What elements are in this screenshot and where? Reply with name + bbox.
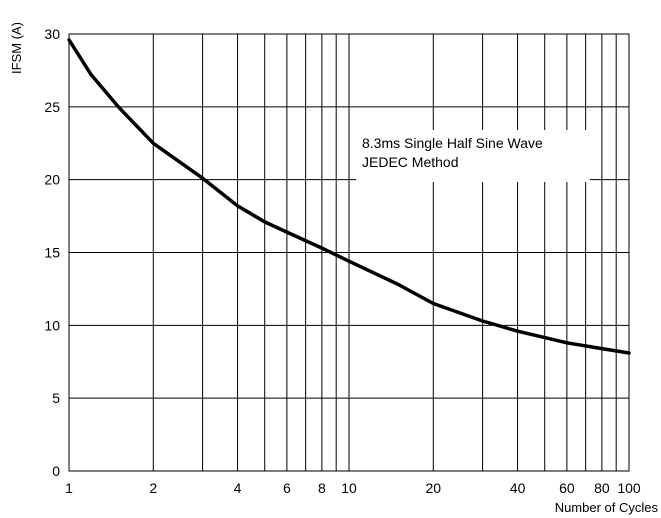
x-tick-labels: 1 2 4 6 8 10 20 40 60 80 100 (65, 480, 641, 496)
annotation-box: 8.3ms Single Half Sine Wave JEDEC Method (356, 130, 590, 182)
x-tick-label: 100 (617, 480, 641, 496)
y-axis-label: IFSM (A) (9, 22, 24, 74)
x-tick-label: 2 (149, 480, 157, 496)
x-tick-label: 6 (283, 480, 291, 496)
x-tick-label: 40 (510, 480, 526, 496)
x-tick-label: 1 (65, 480, 73, 496)
x-tick-label: 4 (234, 480, 242, 496)
y-tick-label: 30 (44, 26, 60, 42)
y-tick-labels: 0 5 10 15 20 25 30 (44, 26, 60, 479)
y-tick-label: 15 (44, 245, 60, 261)
x-tick-label: 60 (559, 480, 575, 496)
y-tick-label: 10 (44, 317, 60, 333)
series-layer (67, 38, 631, 355)
x-tick-label: 80 (594, 480, 610, 496)
x-tick-label: 20 (425, 480, 441, 496)
series-line-1 (67, 38, 631, 355)
annotation-line-2: JEDEC Method (362, 154, 458, 170)
y-tick-label: 0 (52, 463, 60, 479)
plot-frame (68, 33, 630, 472)
x-axis-label: Number of Cycles (555, 500, 659, 515)
gridlines (69, 34, 629, 471)
x-tick-label: 10 (341, 480, 357, 496)
y-tick-label: 25 (44, 99, 60, 115)
annotation-line-1: 8.3ms Single Half Sine Wave (362, 135, 543, 151)
x-tick-label: 8 (318, 480, 326, 496)
annotation-background (356, 130, 590, 182)
y-tick-label: 20 (44, 172, 60, 188)
y-tick-label: 5 (52, 390, 60, 406)
